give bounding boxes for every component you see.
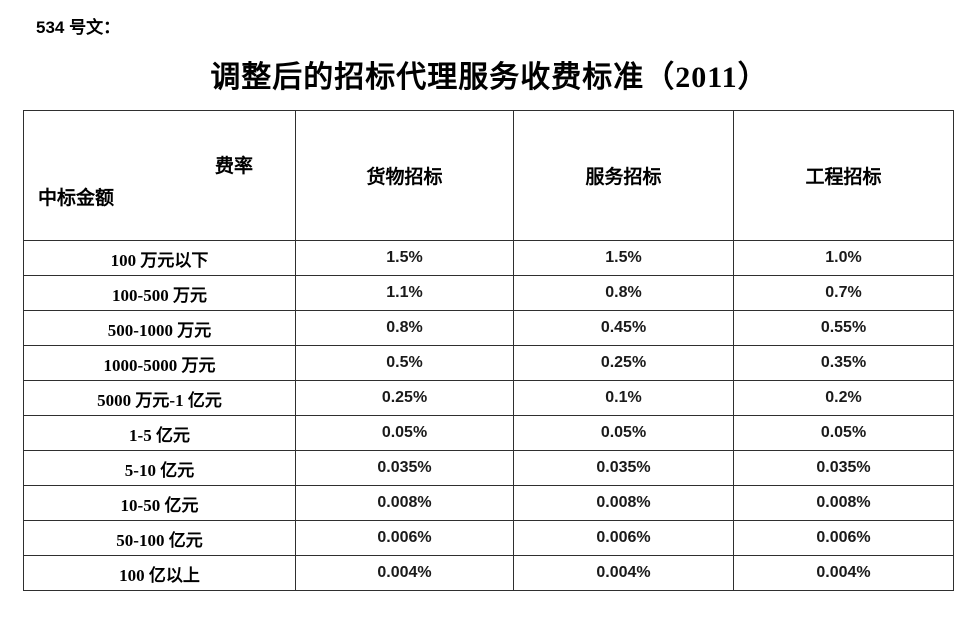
table-row: 5000 万元-1 亿元 0.25% 0.1% 0.2%: [23, 380, 954, 416]
fee-value-cell: 0.006%: [733, 520, 954, 556]
fee-value-cell: 0.8%: [513, 275, 734, 311]
fee-value-cell: 0.004%: [295, 555, 514, 591]
fee-value-cell: 0.25%: [295, 380, 514, 416]
table-row: 500-1000 万元 0.8% 0.45% 0.55%: [23, 310, 954, 346]
fee-value-cell: 0.035%: [733, 450, 954, 486]
table-row: 1000-5000 万元 0.5% 0.25% 0.35%: [23, 345, 954, 381]
fee-value-cell: 0.035%: [295, 450, 514, 486]
row-label-cell: 5000 万元-1 亿元: [23, 380, 296, 416]
corner-label-amount: 中标金额: [38, 188, 115, 209]
fee-value-cell: 0.35%: [733, 345, 954, 381]
fee-value-cell: 1.0%: [733, 240, 954, 276]
page-title: 调整后的招标代理服务收费标准（2011）: [210, 61, 769, 94]
fee-value-cell: 0.05%: [733, 415, 954, 451]
fee-value-cell: 1.1%: [295, 275, 514, 311]
table-row: 100-500 万元 1.1% 0.8% 0.7%: [23, 275, 954, 311]
fee-value-cell: 0.004%: [513, 555, 734, 591]
row-label-cell: 50-100 亿元: [23, 520, 296, 556]
fee-value-cell: 0.8%: [295, 310, 514, 346]
row-label-cell: 100-500 万元: [23, 275, 296, 311]
fee-value-cell: 0.05%: [295, 415, 514, 451]
row-label-cell: 100 万元以下: [23, 240, 296, 276]
fee-value-cell: 0.006%: [513, 520, 734, 556]
diagonal-corner-cell: 费率 中标金额: [23, 110, 296, 241]
row-label-cell: 100 亿以上: [23, 555, 296, 591]
table-row: 1-5 亿元 0.05% 0.05% 0.05%: [23, 415, 954, 451]
table-row: 5-10 亿元 0.035% 0.035% 0.035%: [23, 450, 954, 486]
table-row: 100 万元以下 1.5% 1.5% 1.0%: [23, 240, 954, 276]
fee-value-cell: 0.008%: [513, 485, 734, 521]
row-label-cell: 500-1000 万元: [23, 310, 296, 346]
column-header-goods: 货物招标: [295, 110, 514, 241]
doc-number-label: 534 号文：: [36, 18, 121, 37]
fee-value-cell: 0.05%: [513, 415, 734, 451]
row-label-cell: 10-50 亿元: [23, 485, 296, 521]
fee-value-cell: 0.035%: [513, 450, 734, 486]
fee-value-cell: 0.008%: [733, 485, 954, 521]
fee-value-cell: 0.45%: [513, 310, 734, 346]
fee-value-cell: 0.1%: [513, 380, 734, 416]
fee-standard-table: 费率 中标金额 货物招标 服务招标 工程招标 100 万元以下 1.5% 1.5…: [23, 110, 954, 591]
column-header-engineering: 工程招标: [733, 110, 954, 241]
table-row: 100 亿以上 0.004% 0.004% 0.004%: [23, 555, 954, 591]
fee-value-cell: 1.5%: [295, 240, 514, 276]
row-label-cell: 5-10 亿元: [23, 450, 296, 486]
corner-label-rate: 费率: [214, 156, 253, 177]
fee-value-cell: 0.2%: [733, 380, 954, 416]
fee-value-cell: 0.006%: [295, 520, 514, 556]
table-header-row: 费率 中标金额 货物招标 服务招标 工程招标: [23, 110, 954, 241]
fee-value-cell: 0.7%: [733, 275, 954, 311]
table-row: 50-100 亿元 0.006% 0.006% 0.006%: [23, 520, 954, 556]
fee-value-cell: 1.5%: [513, 240, 734, 276]
fee-value-cell: 0.25%: [513, 345, 734, 381]
column-header-service: 服务招标: [513, 110, 734, 241]
row-label-cell: 1-5 亿元: [23, 415, 296, 451]
row-label-cell: 1000-5000 万元: [23, 345, 296, 381]
table-row: 10-50 亿元 0.008% 0.008% 0.008%: [23, 485, 954, 521]
fee-value-cell: 0.5%: [295, 345, 514, 381]
fee-value-cell: 0.008%: [295, 485, 514, 521]
fee-value-cell: 0.004%: [733, 555, 954, 591]
fee-value-cell: 0.55%: [733, 310, 954, 346]
